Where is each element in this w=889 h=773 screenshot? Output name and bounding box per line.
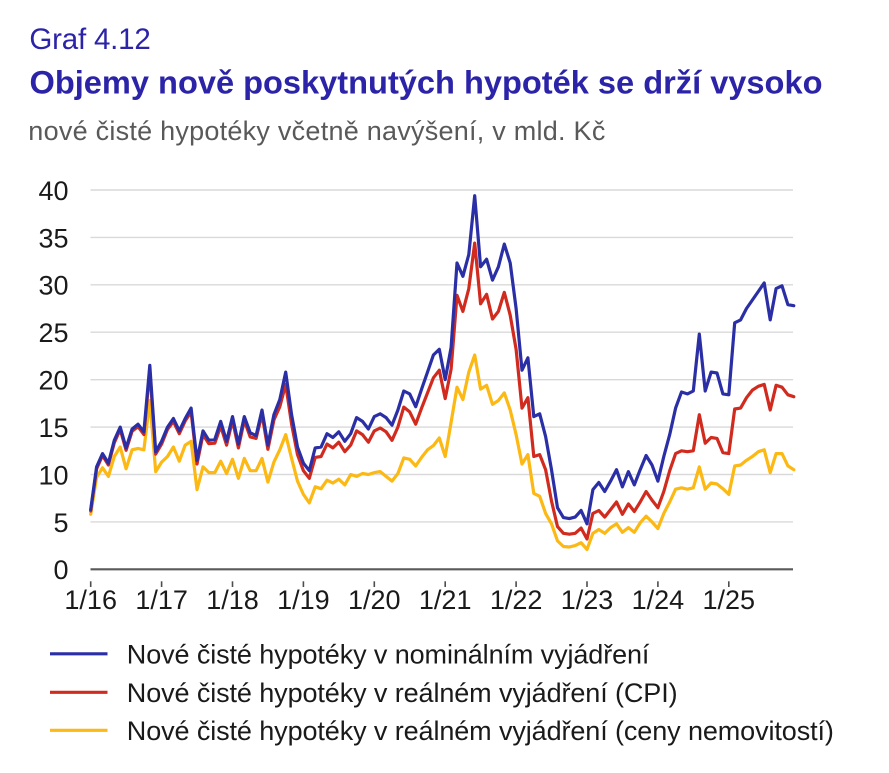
svg-text:10: 10 bbox=[38, 460, 68, 490]
svg-text:1/22: 1/22 bbox=[490, 585, 543, 615]
svg-text:1/25: 1/25 bbox=[703, 585, 756, 615]
svg-text:0: 0 bbox=[53, 555, 68, 585]
svg-text:1/17: 1/17 bbox=[135, 585, 188, 615]
svg-text:30: 30 bbox=[38, 271, 68, 301]
svg-text:1/18: 1/18 bbox=[206, 585, 259, 615]
svg-text:40: 40 bbox=[38, 176, 68, 206]
svg-text:Nové čisté hypotéky v reálném: Nové čisté hypotéky v reálném vyjádření … bbox=[127, 716, 834, 746]
svg-text:5: 5 bbox=[53, 508, 68, 538]
svg-text:35: 35 bbox=[38, 223, 68, 253]
svg-text:Objemy nově poskytnutých hypot: Objemy nově poskytnutých hypoték se drží… bbox=[30, 64, 823, 101]
svg-text:20: 20 bbox=[38, 366, 68, 396]
svg-text:1/21: 1/21 bbox=[419, 585, 472, 615]
svg-text:25: 25 bbox=[38, 318, 68, 348]
svg-text:1/19: 1/19 bbox=[277, 585, 330, 615]
svg-text:1/16: 1/16 bbox=[64, 585, 117, 615]
svg-text:1/24: 1/24 bbox=[632, 585, 685, 615]
svg-text:1/20: 1/20 bbox=[348, 585, 401, 615]
svg-text:Nové čisté hypotéky v nomináln: Nové čisté hypotéky v nominálním vyjádře… bbox=[127, 640, 650, 670]
svg-text:1/23: 1/23 bbox=[561, 585, 614, 615]
svg-text:nové čisté hypotéky včetně nav: nové čisté hypotéky včetně navýšení, v m… bbox=[28, 116, 605, 146]
svg-text:Graf 4.12: Graf 4.12 bbox=[29, 23, 150, 56]
svg-text:15: 15 bbox=[38, 413, 68, 443]
svg-text:Nové čisté hypotéky v reálném: Nové čisté hypotéky v reálném vyjádření … bbox=[127, 678, 678, 708]
